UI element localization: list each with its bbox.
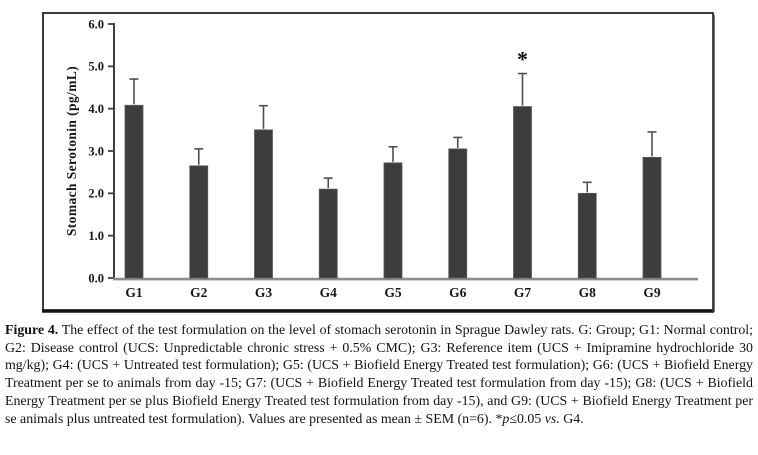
x-axis-category-label-G2: G2 xyxy=(190,285,208,300)
x-axis-category-label-G9: G9 xyxy=(643,285,661,300)
x-axis-category-label-G5: G5 xyxy=(384,285,402,300)
figure-caption-body: The effect of the test formulation on th… xyxy=(5,323,753,427)
bar-G5 xyxy=(383,162,403,279)
bar-G1 xyxy=(124,104,144,279)
bar-G7 xyxy=(513,106,532,279)
x-axis-category-label-G1: G1 xyxy=(125,285,143,300)
bar-G2 xyxy=(189,165,209,279)
bar-G3 xyxy=(254,129,273,279)
y-axis-tick-label: 4.0 xyxy=(88,102,104,116)
significance-note-tail: G4. xyxy=(559,411,584,427)
x-axis-category-label-G3: G3 xyxy=(255,285,273,300)
bar-G6 xyxy=(448,148,468,279)
significance-star-G7: * xyxy=(517,47,528,72)
stomach-serotonin-bar-chart: 0.0 1.0 2.0 3.0 4.0 5.0 6.0 Stomach Serotonin (… xyxy=(42,12,715,313)
x-axis-category-label-G6: G6 xyxy=(449,285,467,300)
y-axis-tick-label: 6.0 xyxy=(88,17,104,31)
y-axis-tick-label: 2.0 xyxy=(88,187,104,201)
significance-note-vs: vs. xyxy=(544,411,560,427)
x-axis-category-label-G4: G4 xyxy=(320,285,338,300)
y-axis-tick-label: 3.0 xyxy=(88,144,104,158)
figure-frame xyxy=(42,12,714,311)
bar-G9 xyxy=(642,156,662,279)
significance-note-star: * xyxy=(495,411,503,427)
y-axis-tick-label: 0.0 xyxy=(88,271,104,285)
y-axis-title: Stomach Serotonin (pg/mL) xyxy=(64,66,79,236)
figure-caption-label: Figure 4. xyxy=(5,323,59,338)
significance-note-p: p xyxy=(502,411,510,427)
bar-G8 xyxy=(577,192,597,279)
y-axis-tick-label: 5.0 xyxy=(88,60,104,74)
significance-note-value: ≤0.05 xyxy=(509,411,545,427)
x-axis-category-label-G7: G7 xyxy=(514,285,532,300)
bar-G4 xyxy=(318,188,338,279)
y-axis-tick-label: 1.0 xyxy=(88,229,104,243)
x-axis-category-label-G8: G8 xyxy=(579,285,597,300)
figure-caption: Figure 4. The effect of the test formula… xyxy=(5,322,753,428)
